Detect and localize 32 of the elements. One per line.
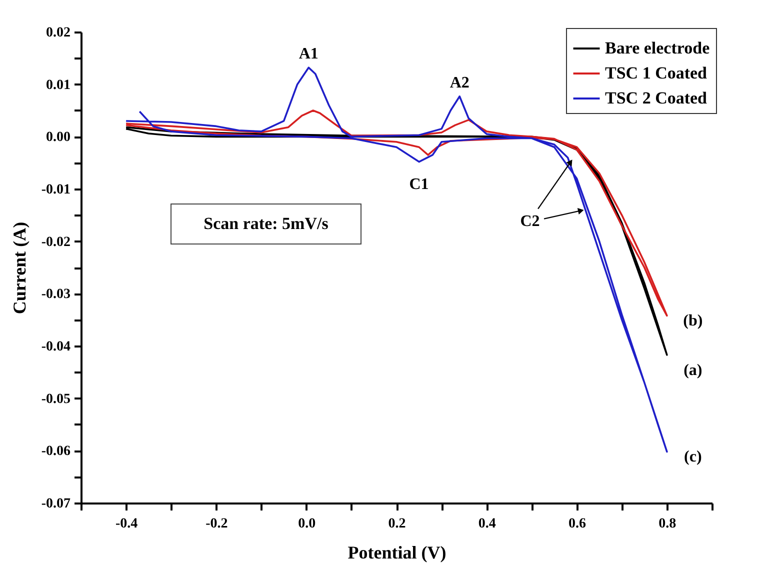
x-tick-label: 0.8 <box>658 516 676 532</box>
y-tick-label: -0.06 <box>41 444 70 460</box>
annotation: C2 <box>520 212 540 230</box>
x-tick-label: 0.4 <box>478 516 496 532</box>
y-tick-label: -0.01 <box>41 182 70 198</box>
x-tick-label: 0.0 <box>298 516 316 532</box>
y-tick-label: -0.05 <box>41 392 70 407</box>
legend-label: TSC 1 Coated <box>605 64 708 82</box>
x-tick-label: 0.2 <box>388 516 406 532</box>
x-tick-label: 0.6 <box>568 516 586 532</box>
annotation: C1 <box>409 176 429 193</box>
y-tick-label: -0.04 <box>41 340 70 354</box>
annotation: (c) <box>684 448 702 466</box>
annotation: A1 <box>298 46 318 63</box>
y-axis-title: Current (A) <box>9 222 30 314</box>
y-tick-label: -0.07 <box>41 496 70 512</box>
y-tick-label: -0.02 <box>41 234 70 250</box>
x-tick-label: -0.4 <box>115 516 138 532</box>
annotation: (b) <box>683 312 703 330</box>
y-tick-label: -0.03 <box>41 287 70 302</box>
line-series <box>125 126 668 356</box>
y-tick-label: 0.01 <box>46 78 70 93</box>
annotation: Scan rate: 5mV/s <box>204 214 329 233</box>
legend-label: Bare electrode <box>605 38 710 58</box>
legend-label: TSC 2 Coated <box>605 88 708 108</box>
line-series <box>125 110 668 317</box>
y-tick-label: 0.02 <box>46 26 70 40</box>
annotation: A2 <box>450 74 470 92</box>
y-tick-label: 0.00 <box>46 130 70 146</box>
x-axis-title: Potential (V) <box>348 542 446 562</box>
annotation: (a) <box>684 362 702 379</box>
x-tick-label: -0.2 <box>206 516 228 532</box>
